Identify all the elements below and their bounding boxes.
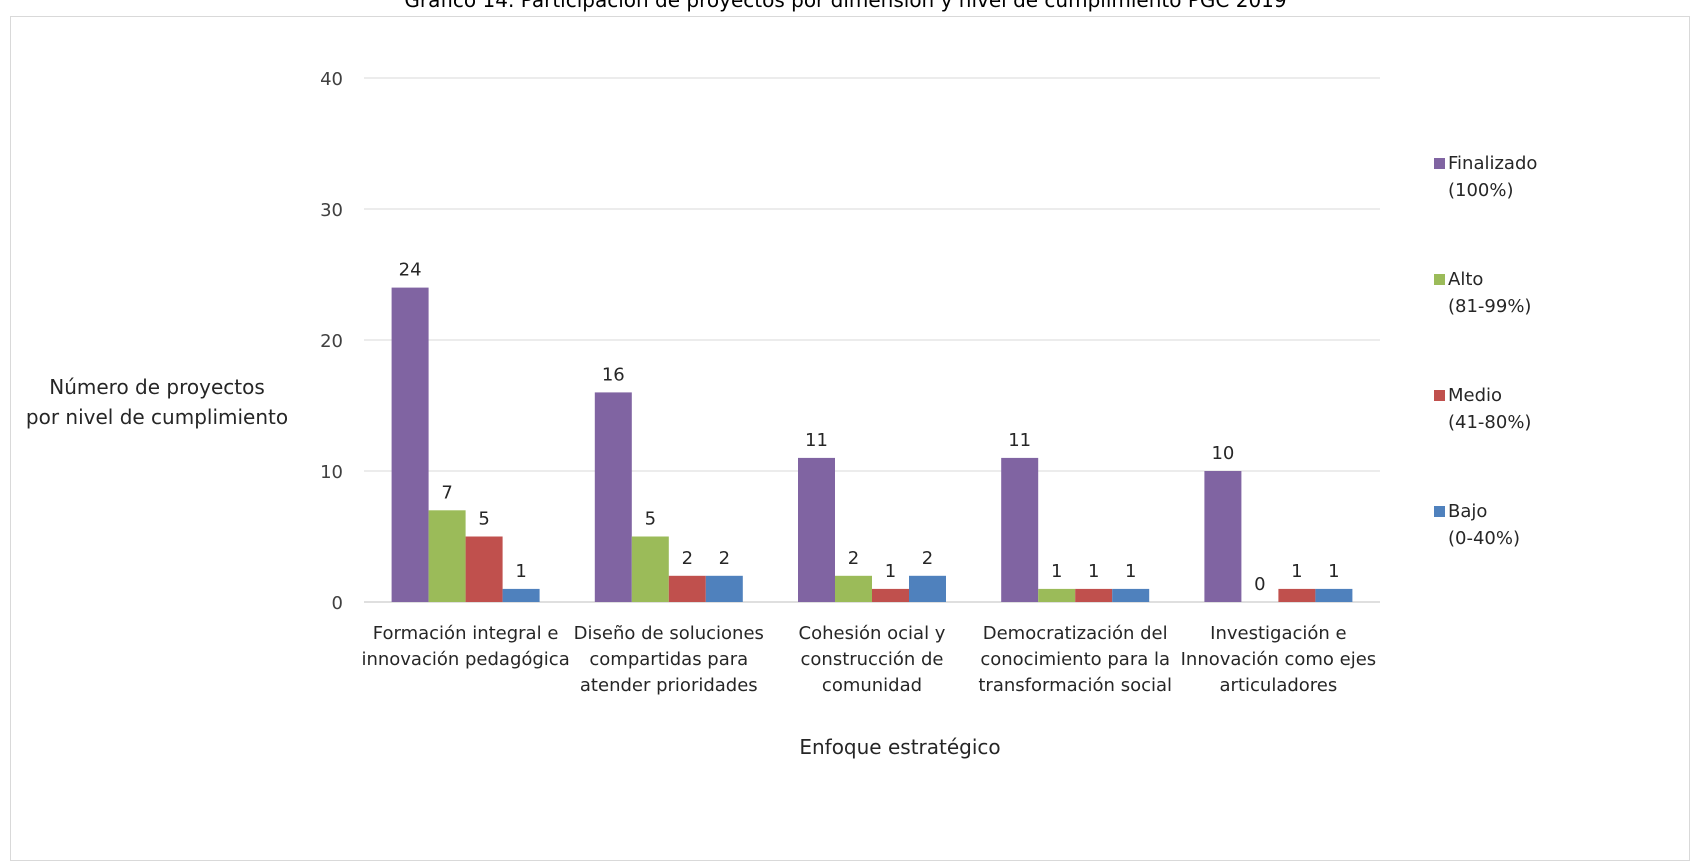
x-tick-label-line: transformación social [978,675,1172,696]
bar [1112,588,1150,602]
data-label: 5 [478,509,489,530]
y-tick-label: 10 [320,462,343,483]
bar [465,536,503,602]
y-axis-title-text: Número de proyectos por nivel de cumplim… [25,375,289,429]
data-label: 1 [1088,561,1099,582]
chart-frame [10,16,1690,861]
data-label: 11 [1008,430,1031,451]
data-label: 2 [922,548,933,569]
data-label: 24 [399,260,422,281]
bar [502,588,540,602]
data-label: 1 [1328,561,1339,582]
x-tick-label-line: innovación pedagógica [361,649,569,670]
x-tick-label-line: Democratización del [983,623,1168,644]
x-tick-label: Democratización del conocimiento para la t… [978,623,1172,696]
bar [668,575,706,602]
x-tick-label-line: conocimiento para la [980,649,1170,670]
bar [909,575,946,602]
data-label: 1 [515,561,526,582]
data-label: 11 [805,430,828,451]
x-tick-label-line: Diseño de soluciones [574,623,764,644]
x-tick-label-line: atender prioridades [580,675,758,696]
legend-label-bajo: Bajo (0-40%) [1448,501,1520,549]
legend-swatch-bajo [1434,506,1445,517]
legend-label-alto: Alto (81-99%) [1448,269,1532,317]
bar [798,457,835,602]
data-label: 2 [719,548,730,569]
y-axis-title: Número de proyectos por nivel de cumplim… [12,372,302,432]
bar [1315,588,1353,602]
x-tick-label-line: articuladores [1220,675,1338,696]
bar [1038,588,1076,602]
x-axis-title: Enfoque estratégico [799,735,1001,759]
data-label: 1 [1291,561,1302,582]
bar [872,588,909,602]
data-label: 1 [1125,561,1136,582]
bar [391,287,429,602]
x-tick-label-line: Cohesión ocial y [799,623,946,644]
data-label: 7 [441,482,452,503]
bar [835,575,872,602]
chart-title: Gráfico 14. Participación de proyectos p… [404,0,1287,12]
legend-label-medio: Medio (41-80%) [1448,385,1532,433]
legend-swatch-alto [1434,274,1445,285]
bar [1075,588,1113,602]
y-tick-label: 20 [320,331,343,352]
bar [594,392,632,602]
legend-swatch-medio [1434,390,1445,401]
x-tick-label-line: compartidas para [589,649,748,670]
data-label: 16 [602,364,625,385]
x-tick-label-line: Innovación como ejes [1181,649,1377,670]
x-tick-label-line: comunidad [822,675,922,696]
x-tick-label-line: construcción de [801,649,944,670]
legend-label-finalizado: Finalizado (100%) [1448,153,1538,201]
y-tick-label: 40 [320,69,343,90]
x-tick-label-line: Formación integral e [373,623,559,644]
data-label: 1 [885,561,896,582]
data-label: 2 [682,548,693,569]
bar [428,510,466,602]
y-tick-label: 0 [332,593,343,614]
x-tick-label-line: Investigación e [1210,623,1346,644]
data-label: 10 [1211,443,1234,464]
data-label: 5 [645,509,656,530]
y-tick-label: 30 [320,200,343,221]
bar [1204,471,1242,602]
data-label: 0 [1254,574,1265,595]
bar [1278,588,1316,602]
legend-swatch-finalizado [1434,158,1445,169]
data-label: 2 [848,548,859,569]
bar [705,575,743,602]
x-tick-label: Diseño de soluciones compartidas para aten… [574,623,764,696]
data-label: 1 [1051,561,1062,582]
bar [631,536,669,602]
x-tick-label: Cohesión ocial y construcción de comunidad [799,623,946,696]
x-tick-label: Formación integral e innovación pedagógic… [361,623,569,670]
x-tick-label: Investigación e Innovación como ejes artic… [1181,623,1377,696]
bar [1001,457,1039,602]
